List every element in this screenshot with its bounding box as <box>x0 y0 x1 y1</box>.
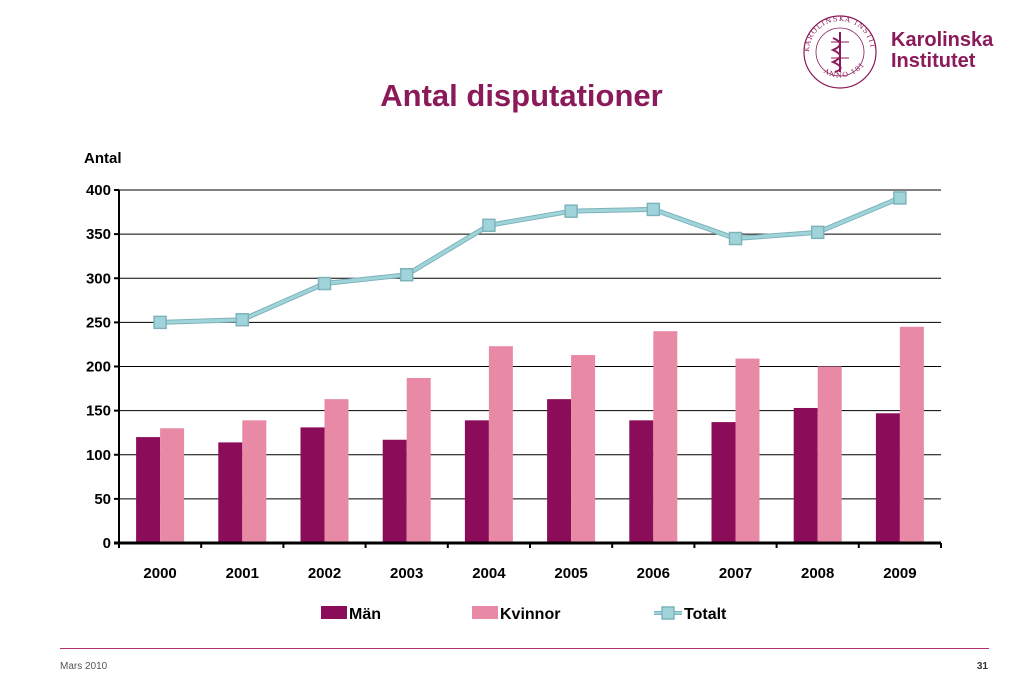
totalt-marker-2001 <box>235 312 250 327</box>
bar-kvinnor-2008 <box>817 366 842 543</box>
legend-totalt-label: Totalt <box>684 606 727 623</box>
x-tick-label: 2001 <box>226 565 259 582</box>
legend-totalt-swatch-marker <box>661 606 675 620</box>
totalt-marker-2000 <box>153 315 167 330</box>
legend: Män Kvinnor Totalt <box>321 606 727 623</box>
y-tick-label: 150 <box>86 403 111 420</box>
bar-man-2009 <box>875 413 900 543</box>
y-tick-label: 400 <box>86 182 111 199</box>
totalt-marker-2002 <box>317 276 332 291</box>
totalt-marker-2006 <box>646 202 661 217</box>
bar-man-2002 <box>300 427 325 543</box>
totalt-marker-2005 <box>564 204 578 218</box>
bar-man-2000 <box>136 437 161 543</box>
x-tick-label: 2009 <box>883 565 916 582</box>
y-axis-label: Antal <box>84 150 122 167</box>
x-tick-label: 2004 <box>472 565 506 582</box>
legend-man-label: Män <box>349 606 381 623</box>
bar-kvinnor-2005 <box>571 355 596 543</box>
totalt-marker-2004 <box>482 218 496 233</box>
footer-divider <box>60 648 989 649</box>
axes: 0 50 100 150 200 250 300 350 400 2000 2001 2002 2003… <box>86 182 942 582</box>
totalt-marker-2009 <box>893 191 907 205</box>
y-tick-label: 100 <box>86 447 111 464</box>
page-number: 31 <box>976 661 988 672</box>
footer-date: Mars 2010 <box>60 661 108 672</box>
bar-man-2005 <box>547 399 572 543</box>
chart-title: Antal disputationer <box>380 78 663 113</box>
x-tick-label: 2005 <box>554 565 587 582</box>
legend-kvinnor-swatch <box>472 606 498 619</box>
bar-kvinnor-2007 <box>735 358 760 543</box>
bar-kvinnor-2002 <box>324 399 349 543</box>
x-tick-label: 2008 <box>801 565 834 582</box>
bar-man-2003 <box>382 439 407 543</box>
legend-man-swatch <box>321 606 347 619</box>
y-tick-label: 0 <box>103 535 111 552</box>
y-tick-label: 350 <box>86 226 111 243</box>
bar-man-2001 <box>218 442 243 543</box>
bar-man-2004 <box>464 420 489 543</box>
bar-kvinnor-2003 <box>406 377 431 543</box>
bar-kvinnor-2006 <box>653 331 678 543</box>
karolinska-seal-icon: KAROLINSKA INSTITUTET ANNO 1810 <box>795 12 877 89</box>
totalt-line <box>153 191 907 330</box>
bar-man-2008 <box>793 407 818 543</box>
totalt-line-shadow <box>160 195 901 325</box>
bar-kvinnor-2000 <box>160 428 185 543</box>
totalt-marker-2007 <box>728 231 743 246</box>
logo-line-2: Institutet <box>891 50 976 72</box>
totalt-line-path <box>160 196 901 324</box>
totalt-marker-2003 <box>399 267 414 282</box>
x-tick-label: 2000 <box>143 565 176 582</box>
bar-kvinnor-2004 <box>488 346 513 543</box>
bars <box>136 326 924 543</box>
legend-kvinnor-label: Kvinnor <box>500 606 560 623</box>
bar-kvinnor-2001 <box>242 420 267 543</box>
y-tick-label: 50 <box>94 491 111 508</box>
x-tick-label: 2006 <box>637 565 670 582</box>
totalt-marker-2008 <box>810 225 825 240</box>
logo-line-1: Karolinska <box>891 29 994 51</box>
logo-wordmark: Karolinska Institutet <box>891 30 993 72</box>
y-tick-label: 200 <box>86 359 111 376</box>
bar-man-2007 <box>711 422 736 543</box>
y-tick-label: 250 <box>86 314 111 331</box>
y-tick-label: 300 <box>86 270 111 287</box>
x-tick-label: 2002 <box>308 565 341 582</box>
bar-kvinnor-2009 <box>899 326 924 543</box>
x-tick-label: 2007 <box>719 565 752 582</box>
x-tick-label: 2003 <box>390 565 423 582</box>
bar-man-2006 <box>629 420 654 543</box>
